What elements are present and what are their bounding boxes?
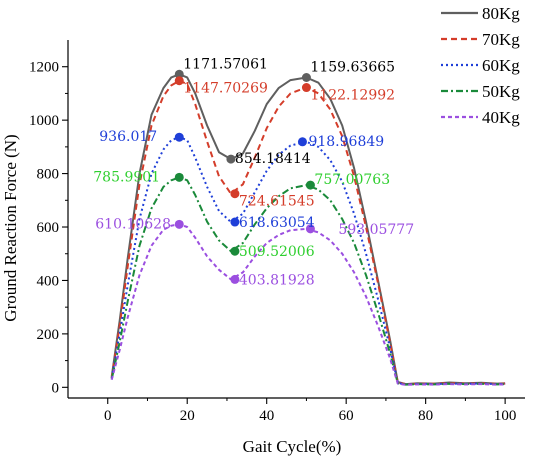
x-tick-label: 0 xyxy=(104,408,112,424)
y-tick-label: 400 xyxy=(37,273,60,289)
x-tick-label: 20 xyxy=(180,408,195,424)
annotation-label: 618.63054 xyxy=(239,215,315,231)
annotation-label: 918.96849 xyxy=(308,134,384,150)
y-tick-label: 800 xyxy=(37,167,60,183)
series-lines xyxy=(110,73,506,386)
annotation-label: 403.81928 xyxy=(239,272,315,288)
peak-marker xyxy=(230,246,240,256)
series-line-60kg xyxy=(110,136,506,386)
legend-label-70kg: 70Kg xyxy=(482,30,520,49)
peak-marker xyxy=(226,154,236,164)
annotation-points xyxy=(174,69,315,284)
y-tick-label: 1000 xyxy=(29,113,59,129)
annotation-label: 757.00763 xyxy=(314,172,390,188)
peak-marker xyxy=(174,76,184,86)
legend-label-40kg: 40Kg xyxy=(482,108,520,127)
peak-marker xyxy=(301,72,311,82)
annotation-label: 1147.70269 xyxy=(183,81,268,97)
annotation-label: 610.10628 xyxy=(95,216,171,232)
x-tick-label: 100 xyxy=(494,408,517,424)
peak-marker xyxy=(301,83,311,93)
annotation-label: 1171.57061 xyxy=(183,56,268,72)
y-tick-label: 200 xyxy=(37,327,60,343)
peak-marker xyxy=(174,69,184,79)
peak-marker xyxy=(174,132,184,142)
y-axis-title: Ground Reaction Force (N) xyxy=(1,134,20,321)
peak-marker xyxy=(174,172,184,182)
peak-marker xyxy=(230,274,240,284)
x-tick-label: 60 xyxy=(339,408,354,424)
y-tick-label: 600 xyxy=(37,220,60,236)
peak-marker xyxy=(174,219,184,229)
peak-marker xyxy=(305,180,315,190)
x-axis-title: Gait Cycle(%) xyxy=(243,437,342,456)
peak-marker xyxy=(230,189,240,199)
annotation-label: 593.05777 xyxy=(338,222,414,238)
annotation-label: 854.18414 xyxy=(235,151,311,167)
peak-marker xyxy=(297,137,307,147)
annotation-labels: 1171.57061 1159.63665 854.18414 1147.70269 1… xyxy=(93,56,414,288)
legend-label-50kg: 50Kg xyxy=(482,82,520,101)
annotation-label: 1122.12992 xyxy=(310,88,395,104)
y-tick-label: 1200 xyxy=(29,60,59,76)
legend-label-80kg: 80Kg xyxy=(482,4,520,23)
annotation-label: 785.9901 xyxy=(93,169,160,185)
x-tick-label: 80 xyxy=(418,408,433,424)
series-line-40kg xyxy=(110,223,506,386)
annotation-label: 936.017 xyxy=(99,129,157,145)
legend-label-60kg: 60Kg xyxy=(482,56,520,75)
annotation-label: 724.61545 xyxy=(239,194,315,210)
legend: 80Kg 70Kg 60Kg 50Kg 40Kg xyxy=(441,4,520,127)
peak-marker xyxy=(305,224,315,234)
annotation-label: 1159.63665 xyxy=(310,59,395,75)
x-tick-label: 40 xyxy=(259,408,274,424)
peak-marker xyxy=(230,217,240,227)
y-tick-label: 0 xyxy=(52,380,60,396)
annotation-label: 509.52006 xyxy=(239,244,315,260)
